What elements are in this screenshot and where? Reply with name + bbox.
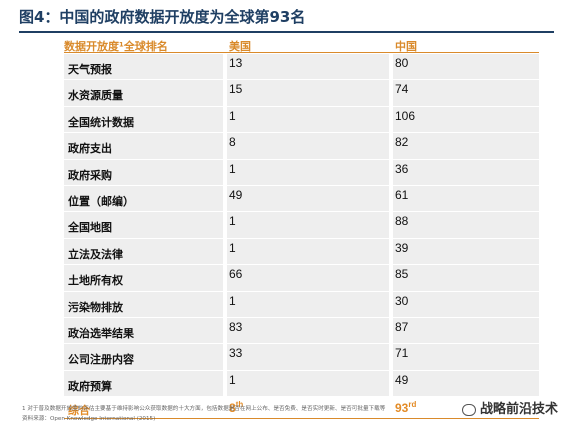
column-gap: [223, 212, 227, 238]
table-row: 水资源质量 15 74: [64, 80, 539, 107]
us-rank: 1: [229, 108, 236, 123]
column-gap: [223, 317, 227, 344]
title-rule: [19, 31, 554, 33]
row-label: 政府预算: [68, 379, 112, 393]
column-gap: [223, 370, 227, 397]
china-rank: 49: [395, 372, 409, 387]
china-rank: 85: [395, 267, 409, 282]
total-label: 综合: [68, 404, 90, 418]
figure-title: 图4：中国的政府数据开放度为全球第93名: [19, 8, 306, 26]
row-label: 天气预报: [68, 63, 112, 76]
row-label: 水资源质量: [68, 89, 123, 103]
column-gap: [389, 265, 393, 291]
column-gap: [223, 159, 227, 185]
header-china: 中国: [395, 40, 417, 53]
column-gap: [223, 344, 227, 370]
table-row: 天气预报 13 80: [64, 54, 539, 81]
china-rank: 80: [395, 56, 409, 70]
column-gap: [223, 291, 227, 317]
header-rule: [64, 52, 539, 53]
column-gap: [389, 370, 393, 397]
table-row: 土地所有权 66 85: [64, 265, 539, 292]
column-gap: [223, 80, 227, 106]
table-row: 污染物排放 1 30: [64, 291, 539, 318]
column-gap: [223, 238, 227, 265]
column-gap: [223, 133, 227, 159]
column-gap: [223, 185, 227, 212]
column-gap: [223, 265, 227, 291]
column-gap: [389, 133, 393, 159]
column-gap: [389, 291, 393, 317]
watermark: 战略前沿技术: [461, 398, 558, 417]
total-rule: [64, 418, 539, 420]
table-row: 立法及法律 1 39: [64, 238, 539, 266]
us-rank: 13: [229, 56, 243, 70]
china-rank: 88: [395, 214, 409, 229]
header-us: 美国: [229, 40, 251, 53]
table-header: 数据开放度¹全球排名 美国 中国: [64, 38, 539, 54]
china-rank: 61: [395, 187, 409, 202]
column-gap: [389, 317, 393, 344]
column-gap: [389, 80, 393, 106]
column-gap: [389, 212, 393, 238]
table-row: 全国地图 1 88: [64, 212, 539, 239]
column-gap: [389, 54, 393, 80]
table-body: 天气预报 13 80 水资源质量 15 74 全国统计数据 1 106 政府支出 8 82 政府采购 1 3…: [64, 54, 539, 398]
us-rank: 1: [229, 293, 236, 308]
column-gap: [389, 106, 393, 133]
row-label: 立法及法律: [68, 247, 123, 261]
us-rank: 1: [229, 240, 236, 255]
column-gap: [223, 54, 227, 80]
table-row: 政治选举结果 83 87: [64, 317, 539, 345]
footnote-source: 资料来源：Open Knowledge International (2015): [22, 416, 156, 422]
row-label: 位置（邮编）: [68, 194, 134, 208]
row-label: 公司注册内容: [68, 353, 134, 367]
total-china: 93rd: [395, 400, 417, 416]
row-label: 土地所有权: [68, 274, 123, 288]
us-rank: 1: [229, 214, 236, 229]
column-gap: [389, 159, 393, 185]
table-row: 位置（邮编） 49 61: [64, 185, 539, 213]
table-row: 政府预算 1 49: [64, 370, 539, 398]
row-label: 政府采购: [68, 168, 112, 182]
us-rank: 1: [229, 372, 236, 387]
china-rank: 30: [395, 293, 409, 308]
us-rank: 49: [229, 187, 243, 202]
table-row: 政府采购 1 36: [64, 159, 539, 186]
wechat-icon: [461, 403, 476, 416]
header-category: 数据开放度¹全球排名: [64, 40, 168, 53]
table-row: 公司注册内容 33 71: [64, 344, 539, 371]
row-label: 污染物排放: [68, 300, 123, 314]
total-row: 综合 8th 93rd: [64, 397, 539, 420]
ranking-table: 数据开放度¹全球排名 美国 中国 天气预报 13 80 水资源质量 15 74 全国统计数据…: [64, 38, 539, 420]
table-row: 全国统计数据 1 106: [64, 106, 539, 134]
column-gap: [389, 344, 393, 370]
china-rank: 106: [395, 108, 416, 123]
us-rank: 8: [229, 135, 236, 150]
china-rank: 71: [395, 346, 409, 361]
us-rank: 66: [229, 267, 243, 282]
table-row: 政府支出 8 82: [64, 133, 539, 160]
china-rank: 39: [395, 240, 409, 255]
us-rank: 33: [229, 346, 243, 361]
china-rank: 87: [395, 319, 409, 334]
us-rank: 83: [229, 319, 243, 334]
us-rank: 1: [229, 161, 236, 176]
total-us: 8th: [229, 400, 244, 416]
column-gap: [389, 238, 393, 265]
watermark-text: 战略前沿技术: [479, 402, 558, 417]
row-label: 全国统计数据: [68, 115, 134, 129]
footnote-note: 1 对于普及数据开放度的评估主要基于维持影响公众获取数据的十大方面，包括数据是否…: [22, 406, 386, 412]
row-label: 政府支出: [68, 142, 112, 156]
row-label: 政治选举结果: [68, 326, 134, 340]
china-rank: 82: [395, 135, 409, 150]
row-label: 全国地图: [68, 221, 112, 235]
column-gap: [223, 106, 227, 133]
column-gap: [389, 185, 393, 212]
china-rank: 36: [395, 161, 409, 176]
china-rank: 74: [395, 82, 409, 97]
us-rank: 15: [229, 82, 243, 97]
